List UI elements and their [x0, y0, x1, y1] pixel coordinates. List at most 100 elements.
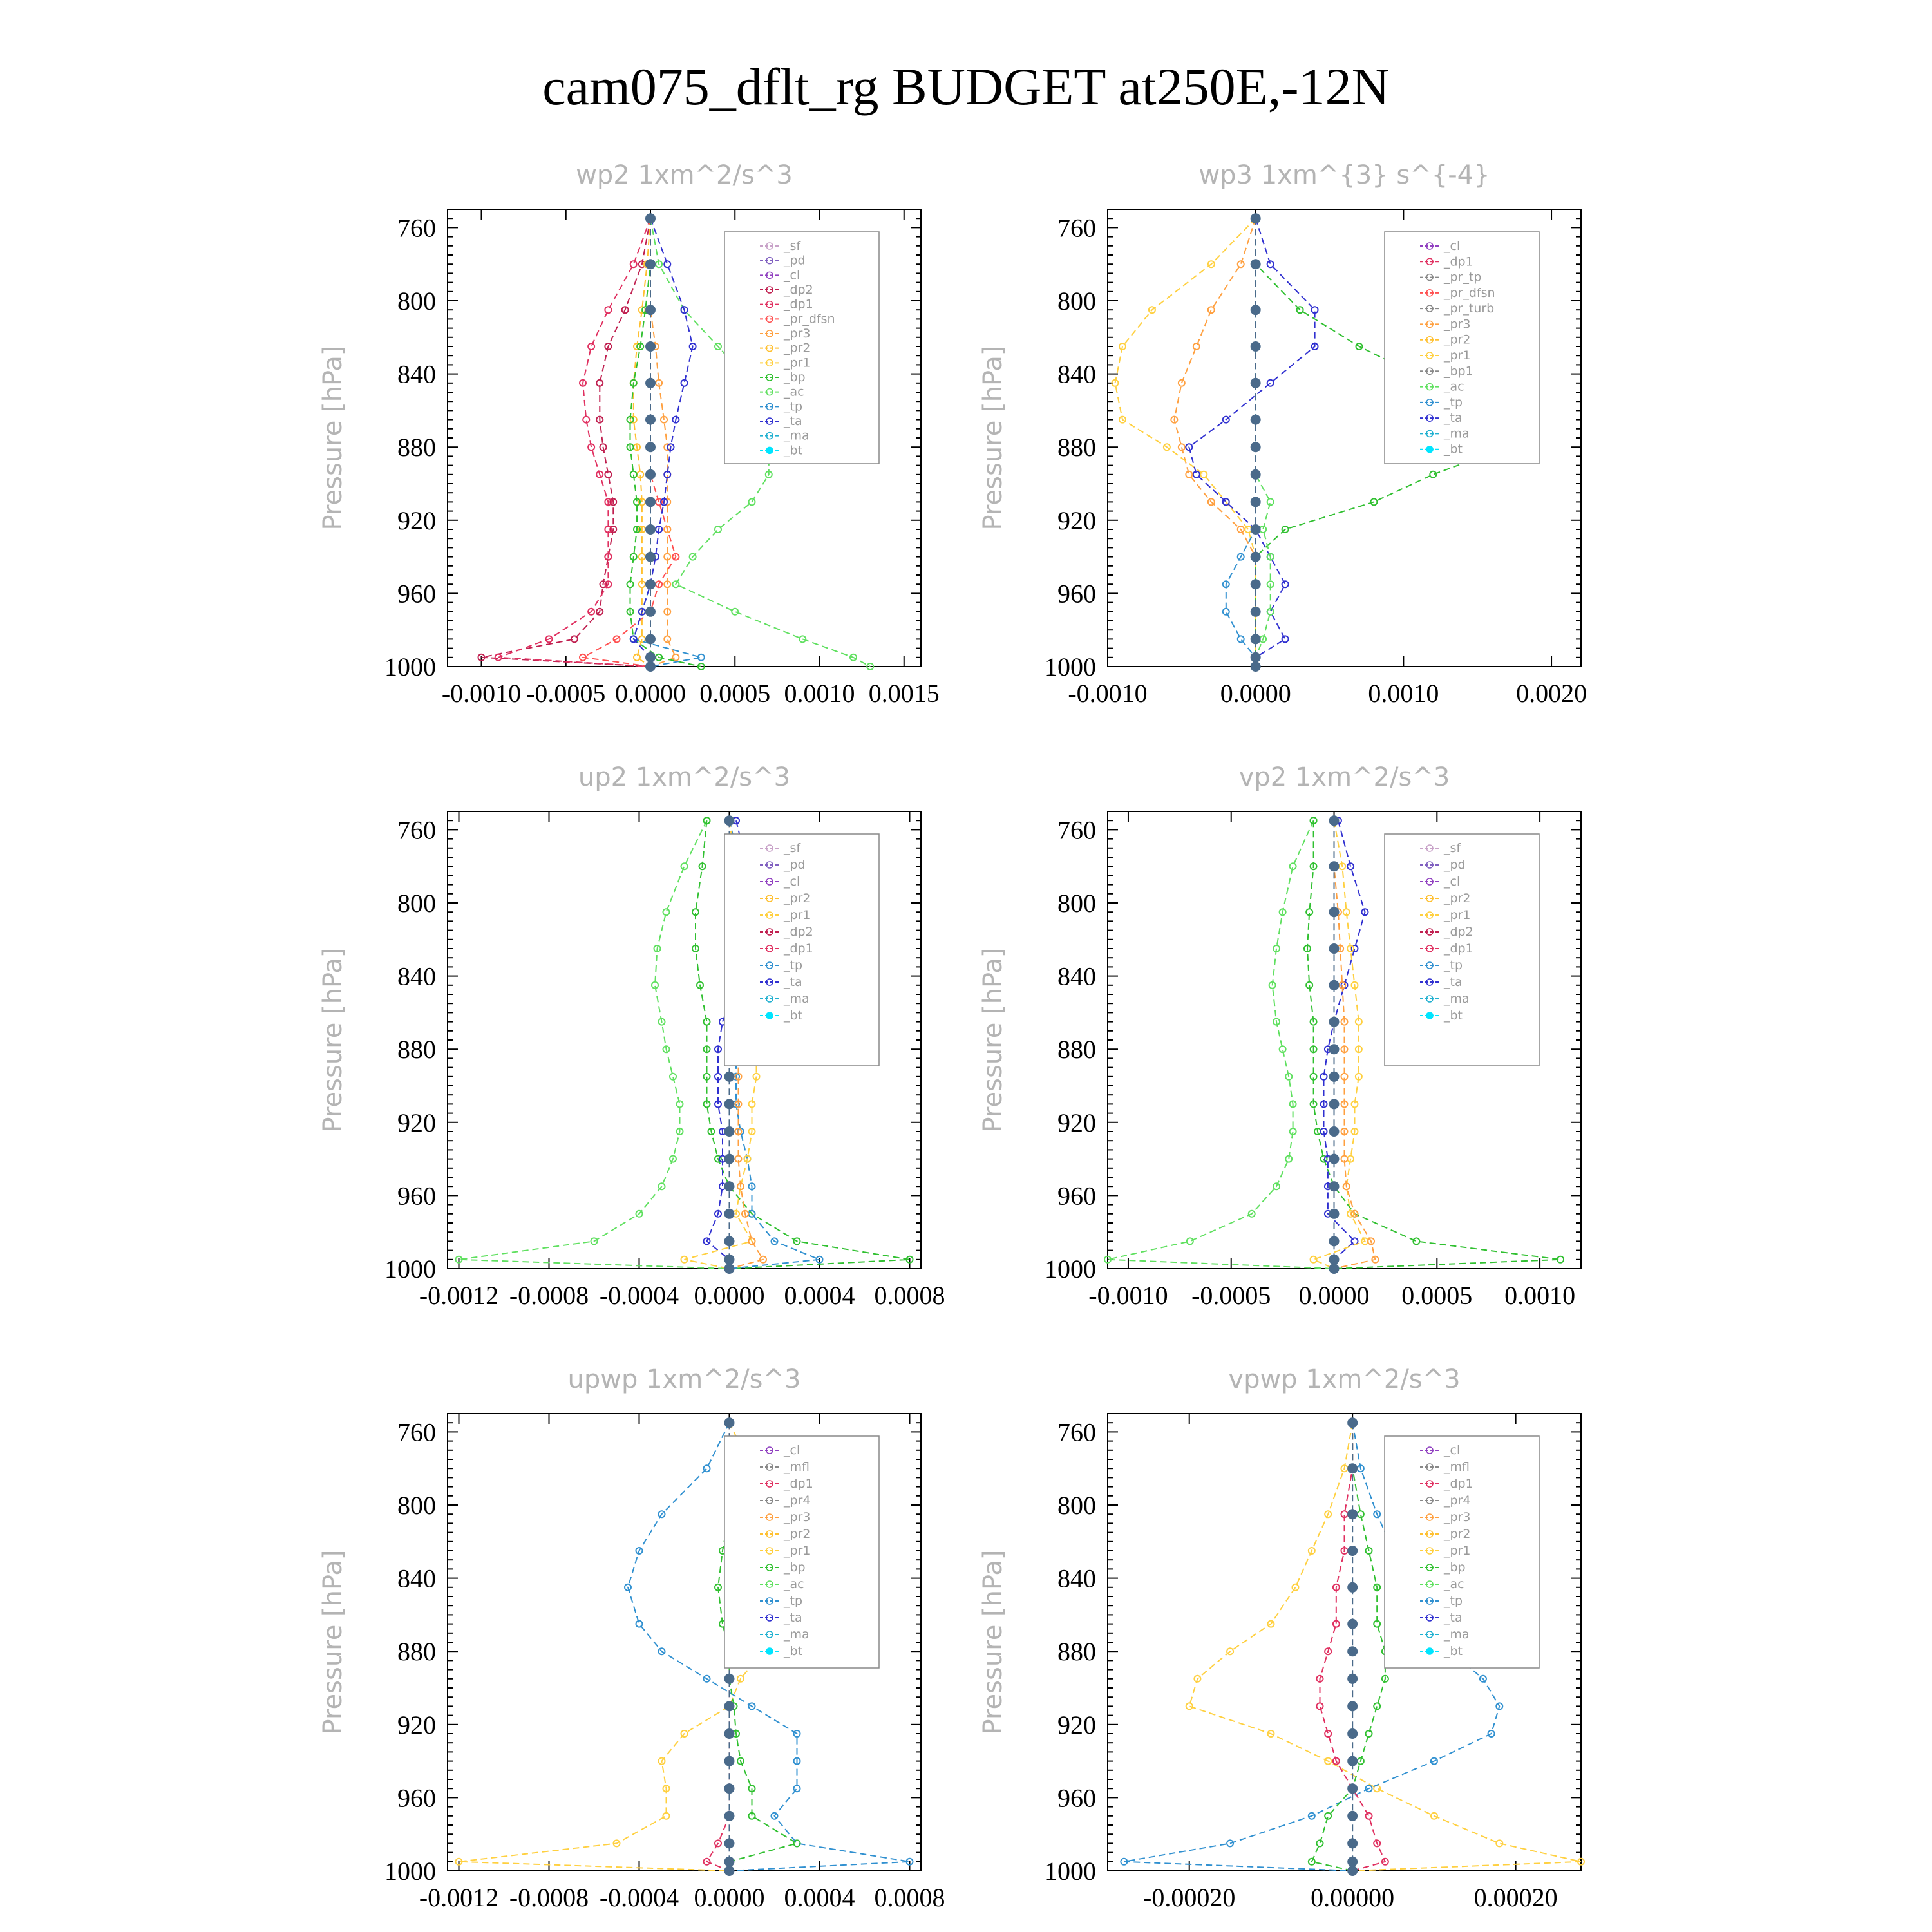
data-point: [1291, 1583, 1300, 1591]
data-point: [604, 553, 612, 561]
data-point: [1236, 260, 1245, 269]
data-point: [455, 1857, 463, 1866]
x-tick-label: 0.0005: [1401, 1281, 1472, 1310]
data-point: [629, 379, 638, 387]
data-point: [1185, 470, 1193, 478]
y-tick-label: 840: [397, 360, 436, 389]
data-point: [635, 1620, 643, 1628]
legend-marker: [1426, 844, 1434, 852]
series-line: [1306, 820, 1561, 1269]
data-point: [724, 1417, 735, 1428]
x-tick-label: 0.0000: [1299, 1281, 1370, 1310]
y-tick-label: 840: [397, 962, 436, 991]
data-point: [604, 470, 612, 478]
data-point: [1373, 1620, 1381, 1628]
data-point: [645, 551, 656, 562]
data-point: [1347, 1728, 1358, 1739]
data-point: [655, 379, 663, 387]
data-point: [1340, 1045, 1349, 1054]
data-point: [1177, 379, 1186, 387]
data-point: [1355, 343, 1363, 350]
legend-marker: [1426, 1597, 1434, 1605]
data-point: [799, 635, 807, 643]
y-tick-label: 800: [1057, 1491, 1096, 1520]
legend-label: _pr_turb: [1443, 301, 1494, 316]
data-point: [1250, 661, 1261, 672]
data-point: [1170, 415, 1179, 424]
data-point: [743, 1155, 752, 1163]
legend-label: _tp: [783, 1594, 802, 1608]
data-point: [645, 377, 656, 388]
data-point: [1273, 1018, 1281, 1026]
data-point: [653, 945, 661, 952]
x-tick-label: -0.0008: [509, 1883, 589, 1912]
y-tick-label: 880: [1057, 1637, 1096, 1666]
data-point: [667, 443, 675, 451]
data-point: [1250, 305, 1261, 316]
series-line: [1319, 1423, 1387, 1871]
data-point: [1266, 580, 1274, 589]
data-point: [737, 1128, 744, 1135]
data-point: [1296, 306, 1304, 314]
y-tick-label: 800: [397, 287, 436, 316]
x-tick-label: 0.0008: [875, 1883, 945, 1912]
chart-panel: up2 1xm^2/s^3 Pressure [hPa] 760 800 840 880 9…: [318, 762, 945, 1310]
data-point: [724, 1264, 735, 1274]
legend-marker: [766, 1530, 773, 1538]
series-line: [629, 218, 702, 667]
x-tick-label: -0.0010: [1068, 679, 1147, 708]
legend-marker: [766, 1564, 773, 1571]
legend-label: _ta: [783, 414, 802, 428]
data-point: [1250, 377, 1261, 388]
y-tick-label: 840: [397, 1564, 436, 1593]
y-tick-label: 1000: [1045, 652, 1096, 681]
data-point: [638, 498, 646, 506]
y-tick-label: 880: [1057, 433, 1096, 462]
data-point: [645, 606, 656, 617]
panel-title: upwp 1xm^2/s^3: [568, 1365, 801, 1394]
data-point: [1324, 1510, 1332, 1519]
data-point: [651, 981, 659, 989]
data-point: [663, 470, 672, 478]
data-point: [1329, 980, 1340, 990]
data-point: [626, 607, 634, 616]
legend-marker: [1426, 1580, 1434, 1588]
data-point: [1329, 815, 1340, 826]
legend-marker: [766, 446, 773, 455]
panel-title: wp2 1xm^2/s^3: [576, 160, 793, 190]
data-point: [1250, 524, 1261, 535]
data-point: [1332, 1620, 1340, 1628]
series-line: [1311, 820, 1366, 1269]
legend-marker: [766, 271, 773, 279]
data-point: [1267, 1620, 1275, 1628]
legend-marker: [766, 978, 773, 986]
data-point: [1250, 634, 1261, 645]
legend-label: _dp1: [1443, 942, 1473, 956]
legend-marker: [1426, 1631, 1434, 1638]
legend-marker: [766, 1497, 773, 1504]
legend-label: _ta: [1443, 1611, 1463, 1625]
data-point: [741, 1209, 749, 1218]
legend-box: [724, 1435, 880, 1669]
y-tick-label: 880: [397, 433, 436, 462]
data-point: [697, 653, 705, 661]
data-point: [1207, 498, 1215, 506]
data-point: [1329, 1044, 1340, 1055]
legend-marker: [1426, 1647, 1434, 1655]
data-point: [714, 1155, 722, 1163]
data-point: [1324, 1647, 1332, 1656]
data-point: [663, 635, 672, 643]
legend-box: [1384, 1435, 1540, 1669]
data-point: [663, 607, 672, 616]
legend-label: _tp: [783, 399, 802, 413]
data-point: [724, 1254, 735, 1265]
data-point: [638, 260, 646, 269]
data-point: [579, 379, 587, 387]
data-point: [612, 635, 621, 643]
legend-label: _tp: [1443, 1594, 1463, 1608]
legend-label: _ta: [1443, 975, 1463, 989]
data-point: [1192, 343, 1200, 350]
data-point: [1340, 1155, 1349, 1163]
legend: _sf_pd_cl_dp2_dp1_pr_dfsn_pr3_pr2_pr1_bp…: [724, 231, 880, 464]
data-point: [676, 1100, 684, 1108]
